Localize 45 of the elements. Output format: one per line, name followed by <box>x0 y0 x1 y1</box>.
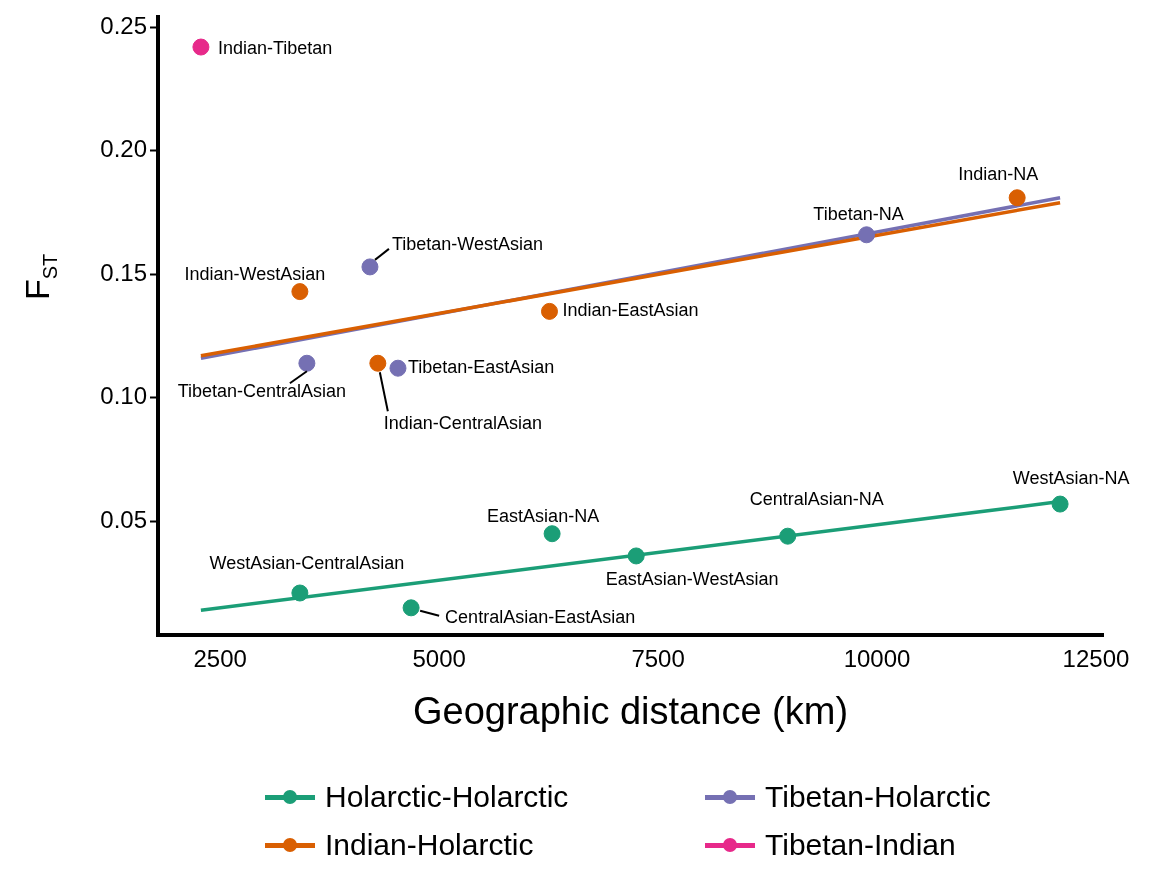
point <box>192 38 210 56</box>
point <box>1051 495 1069 513</box>
legend-label: Holarctic-Holarctic <box>325 780 569 814</box>
point <box>291 584 309 602</box>
point <box>627 547 645 565</box>
legend-label: Tibetan-Indian <box>765 828 956 862</box>
legend-label: Indian-Holarctic <box>325 828 534 862</box>
annotation: CentralAsian-EastAsian <box>445 606 636 627</box>
point <box>298 354 316 372</box>
point <box>540 302 558 320</box>
point <box>361 258 379 276</box>
annotation: CentralAsian-NA <box>749 489 884 510</box>
annotation: Tibetan-WestAsian <box>391 233 544 254</box>
annotation: Indian-WestAsian <box>184 263 326 284</box>
y-tick-label: 0.20 <box>100 135 147 163</box>
y-tick-label: 0.25 <box>100 11 147 39</box>
annotation: WestAsian-CentralAsian <box>209 552 405 573</box>
point <box>1008 189 1026 207</box>
annotation: EastAsian-NA <box>487 505 600 526</box>
y-tick-label: 0.05 <box>100 505 147 533</box>
x-tick-label: 12500 <box>1062 645 1130 673</box>
y-tick-label: 0.10 <box>100 382 147 410</box>
legend-label: Tibetan-Holarctic <box>765 780 991 814</box>
point <box>858 226 876 244</box>
x-tick-label: 10000 <box>843 645 911 673</box>
annotation: Indian-CentralAsian <box>383 413 542 434</box>
annotation: Tibetan-CentralAsian <box>177 381 347 402</box>
point <box>369 354 387 372</box>
point <box>389 359 407 377</box>
x-axis-title: Geographic distance (km) <box>412 689 849 732</box>
point <box>779 527 797 545</box>
annotation: Indian-EastAsian <box>562 300 699 321</box>
annotation: Tibetan-EastAsian <box>407 357 555 378</box>
point <box>543 525 561 543</box>
point <box>291 283 309 301</box>
x-tick-label: 2500 <box>193 645 247 673</box>
annotation: WestAsian-NA <box>1012 468 1130 489</box>
x-tick-label: 7500 <box>631 645 685 673</box>
annotation: Tibetan-NA <box>813 203 904 224</box>
x-tick-label: 5000 <box>412 645 466 673</box>
point <box>402 599 420 617</box>
annotation: EastAsian-WestAsian <box>605 568 779 589</box>
annotation: Indian-Tibetan <box>217 38 333 59</box>
annotation: Indian-NA <box>958 163 1039 184</box>
y-tick-label: 0.15 <box>100 258 147 286</box>
